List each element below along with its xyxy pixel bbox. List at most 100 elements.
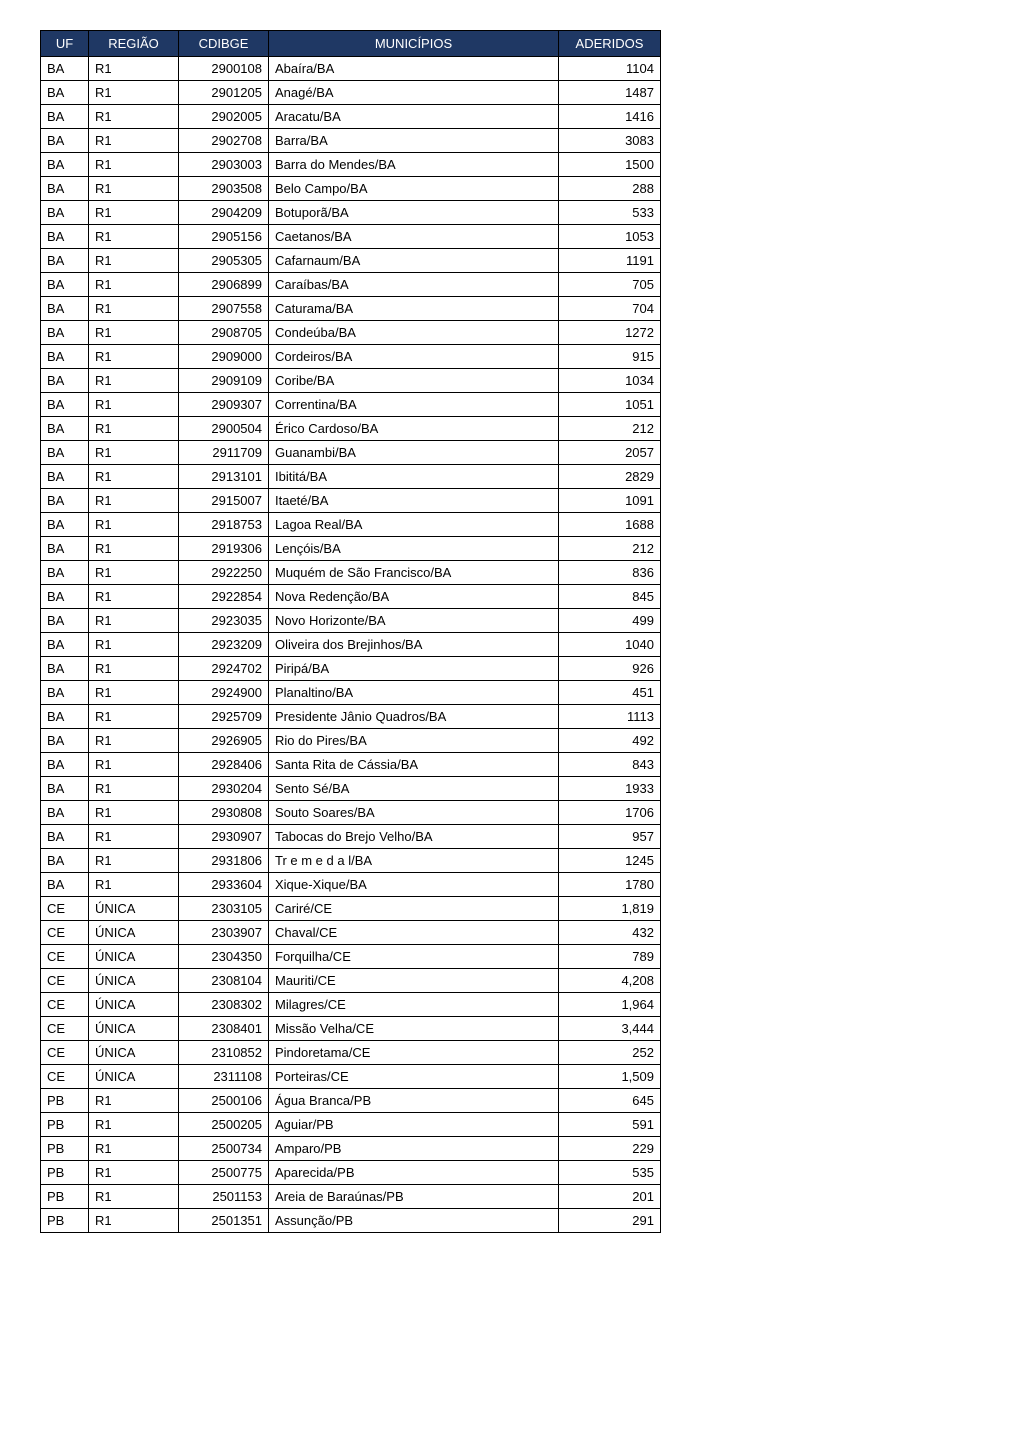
cell-ader: 1034 — [559, 369, 661, 393]
cell-uf: PB — [41, 1113, 89, 1137]
cell-cdibge: 2903508 — [179, 177, 269, 201]
table-row: BAR12909307Correntina/BA1051 — [41, 393, 661, 417]
table-row: BAR12925709Presidente Jânio Quadros/BA11… — [41, 705, 661, 729]
cell-regiao: ÚNICA — [89, 897, 179, 921]
cell-uf: BA — [41, 249, 89, 273]
cell-regiao: ÚNICA — [89, 945, 179, 969]
table-row: BAR12905305Cafarnaum/BA1191 — [41, 249, 661, 273]
table-row: BAR12902005Aracatu/BA1416 — [41, 105, 661, 129]
cell-regiao: R1 — [89, 681, 179, 705]
cell-uf: BA — [41, 801, 89, 825]
cell-ader: 1040 — [559, 633, 661, 657]
cell-regiao: R1 — [89, 585, 179, 609]
table-body: BAR12900108Abaíra/BA1104BAR12901205Anagé… — [41, 57, 661, 1233]
cell-ader: 915 — [559, 345, 661, 369]
cell-regiao: R1 — [89, 129, 179, 153]
cell-uf: BA — [41, 129, 89, 153]
cell-uf: PB — [41, 1137, 89, 1161]
col-header-aderidos: ADERIDOS — [559, 31, 661, 57]
cell-mun: Piripá/BA — [269, 657, 559, 681]
table-row: PBR12501351Assunção/PB291 — [41, 1209, 661, 1233]
cell-mun: Souto Soares/BA — [269, 801, 559, 825]
table-row: BAR12901205Anagé/BA1487 — [41, 81, 661, 105]
cell-cdibge: 2304350 — [179, 945, 269, 969]
cell-cdibge: 2930204 — [179, 777, 269, 801]
cell-regiao: R1 — [89, 1185, 179, 1209]
cell-cdibge: 2922854 — [179, 585, 269, 609]
cell-cdibge: 2906899 — [179, 273, 269, 297]
cell-regiao: R1 — [89, 1113, 179, 1137]
cell-uf: BA — [41, 393, 89, 417]
cell-regiao: ÚNICA — [89, 1065, 179, 1089]
col-header-municipios: MUNICÍPIOS — [269, 31, 559, 57]
cell-ader: 4,208 — [559, 969, 661, 993]
cell-ader: 212 — [559, 537, 661, 561]
cell-ader: 1933 — [559, 777, 661, 801]
cell-regiao: R1 — [89, 1137, 179, 1161]
cell-ader: 535 — [559, 1161, 661, 1185]
table-row: BAR12918753Lagoa Real/BA1688 — [41, 513, 661, 537]
cell-regiao: R1 — [89, 537, 179, 561]
cell-ader: 1051 — [559, 393, 661, 417]
cell-uf: CE — [41, 921, 89, 945]
cell-uf: BA — [41, 873, 89, 897]
cell-mun: Nova Redenção/BA — [269, 585, 559, 609]
cell-ader: 1688 — [559, 513, 661, 537]
cell-ader: 1191 — [559, 249, 661, 273]
cell-regiao: ÚNICA — [89, 993, 179, 1017]
cell-cdibge: 2913101 — [179, 465, 269, 489]
table-row: CEÚNICA2308401Missão Velha/CE3,444 — [41, 1017, 661, 1041]
cell-cdibge: 2308302 — [179, 993, 269, 1017]
cell-uf: BA — [41, 177, 89, 201]
cell-mun: Aparecida/PB — [269, 1161, 559, 1185]
table-row: PBR12500205Aguiar/PB591 — [41, 1113, 661, 1137]
cell-uf: BA — [41, 825, 89, 849]
cell-uf: BA — [41, 105, 89, 129]
cell-uf: BA — [41, 657, 89, 681]
cell-ader: 229 — [559, 1137, 661, 1161]
cell-mun: Xique-Xique/BA — [269, 873, 559, 897]
cell-cdibge: 2909307 — [179, 393, 269, 417]
cell-cdibge: 2907558 — [179, 297, 269, 321]
table-row: BAR12905156Caetanos/BA1053 — [41, 225, 661, 249]
cell-regiao: ÚNICA — [89, 921, 179, 945]
table-row: BAR12915007Itaeté/BA1091 — [41, 489, 661, 513]
table-row: BAR12930204Sento Sé/BA1933 — [41, 777, 661, 801]
cell-regiao: R1 — [89, 777, 179, 801]
cell-regiao: R1 — [89, 657, 179, 681]
cell-cdibge: 2303907 — [179, 921, 269, 945]
cell-regiao: R1 — [89, 873, 179, 897]
cell-ader: 926 — [559, 657, 661, 681]
cell-uf: BA — [41, 849, 89, 873]
cell-ader: 1416 — [559, 105, 661, 129]
cell-uf: BA — [41, 513, 89, 537]
cell-ader: 2829 — [559, 465, 661, 489]
cell-mun: Barra/BA — [269, 129, 559, 153]
cell-mun: Aguiar/PB — [269, 1113, 559, 1137]
cell-regiao: R1 — [89, 633, 179, 657]
cell-mun: Abaíra/BA — [269, 57, 559, 81]
cell-mun: Amparo/PB — [269, 1137, 559, 1161]
table-row: BAR12928406Santa Rita de Cássia/BA843 — [41, 753, 661, 777]
cell-cdibge: 2931806 — [179, 849, 269, 873]
cell-regiao: R1 — [89, 153, 179, 177]
cell-uf: CE — [41, 993, 89, 1017]
cell-ader: 1104 — [559, 57, 661, 81]
table-row: BAR12923209Oliveira dos Brejinhos/BA1040 — [41, 633, 661, 657]
cell-ader: 1091 — [559, 489, 661, 513]
cell-regiao: R1 — [89, 297, 179, 321]
table-row: CEÚNICA2310852Pindoretama/CE252 — [41, 1041, 661, 1065]
cell-uf: BA — [41, 465, 89, 489]
cell-mun: Guanambi/BA — [269, 441, 559, 465]
cell-uf: PB — [41, 1185, 89, 1209]
cell-cdibge: 2923209 — [179, 633, 269, 657]
cell-ader: 252 — [559, 1041, 661, 1065]
cell-ader: 1272 — [559, 321, 661, 345]
cell-cdibge: 2303105 — [179, 897, 269, 921]
cell-mun: Anagé/BA — [269, 81, 559, 105]
cell-ader: 288 — [559, 177, 661, 201]
cell-ader: 451 — [559, 681, 661, 705]
cell-cdibge: 2911709 — [179, 441, 269, 465]
cell-cdibge: 2915007 — [179, 489, 269, 513]
cell-cdibge: 2924702 — [179, 657, 269, 681]
